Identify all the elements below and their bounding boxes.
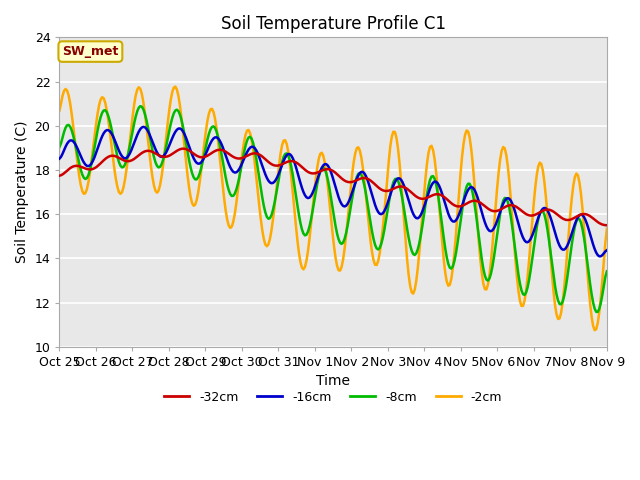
-8cm [296, 220, 304, 226]
-2cm [574, 172, 582, 178]
-16cm [574, 214, 582, 220]
-2cm [56, 108, 63, 114]
Y-axis label: Soil Temperature (C): Soil Temperature (C) [15, 121, 29, 264]
-16cm [296, 180, 304, 186]
X-axis label: Time: Time [316, 374, 350, 388]
-32cm [179, 146, 187, 152]
Title: Soil Temperature Profile C1: Soil Temperature Profile C1 [221, 15, 445, 33]
-2cm [591, 327, 598, 333]
Line: -16cm: -16cm [60, 127, 607, 256]
-32cm [603, 222, 611, 228]
-32cm [574, 213, 582, 219]
-32cm [296, 163, 304, 168]
-2cm [123, 166, 131, 172]
-32cm [239, 155, 246, 161]
-16cm [123, 155, 131, 161]
-16cm [603, 247, 611, 253]
-8cm [594, 309, 602, 315]
-2cm [220, 195, 228, 201]
-2cm [239, 150, 246, 156]
-8cm [123, 157, 131, 163]
Line: -2cm: -2cm [60, 86, 607, 330]
-2cm [296, 259, 304, 264]
-16cm [56, 156, 63, 161]
-16cm [248, 144, 255, 150]
-32cm [123, 158, 131, 164]
-8cm [136, 103, 144, 109]
-8cm [220, 166, 228, 172]
-8cm [603, 268, 611, 274]
-8cm [248, 136, 255, 142]
-8cm [239, 158, 246, 164]
-16cm [239, 160, 246, 166]
-32cm [220, 148, 228, 154]
-16cm [220, 148, 228, 154]
Line: -8cm: -8cm [60, 106, 607, 312]
-8cm [574, 216, 582, 221]
-32cm [56, 173, 63, 179]
-32cm [248, 151, 255, 157]
Legend: -32cm, -16cm, -8cm, -2cm: -32cm, -16cm, -8cm, -2cm [159, 385, 508, 408]
-2cm [172, 84, 179, 89]
-8cm [56, 144, 63, 150]
-16cm [595, 253, 603, 259]
-2cm [248, 137, 255, 143]
-2cm [603, 226, 611, 232]
Text: SW_met: SW_met [62, 45, 118, 58]
-16cm [140, 124, 147, 130]
Line: -32cm: -32cm [60, 149, 607, 225]
